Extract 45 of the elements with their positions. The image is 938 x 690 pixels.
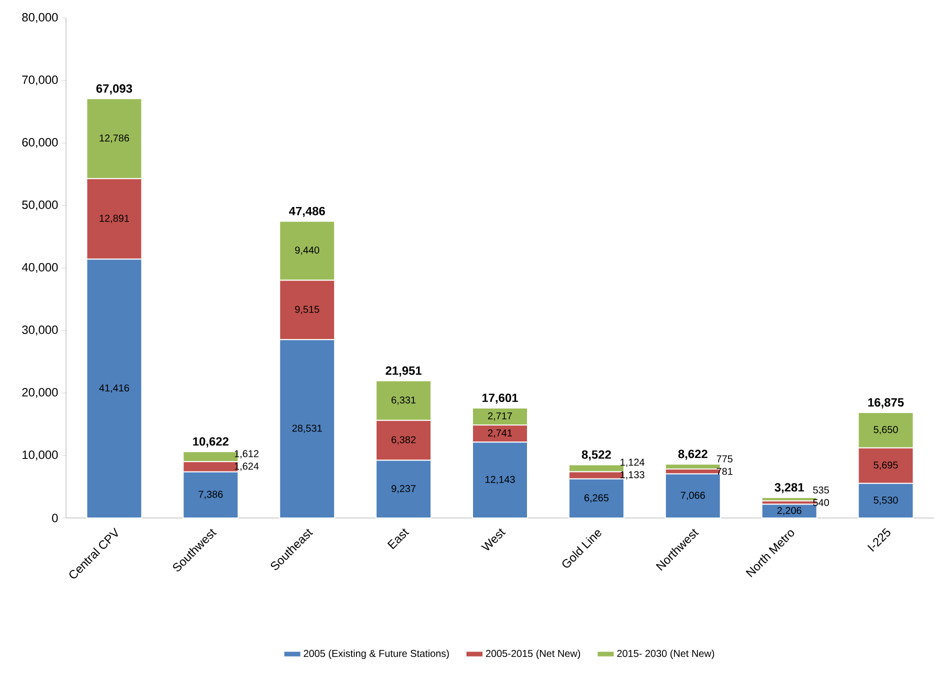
total-label: 8,522 bbox=[582, 450, 611, 461]
total-label: 10,622 bbox=[193, 437, 228, 448]
data-label: 535 bbox=[813, 486, 829, 494]
data-label: 2,206 bbox=[777, 506, 802, 516]
y-tick-label: 10,000 bbox=[22, 450, 58, 460]
data-label: 9,515 bbox=[295, 306, 320, 314]
total-label: 3,281 bbox=[774, 483, 804, 494]
total-label: 67,093 bbox=[96, 84, 132, 94]
data-label: 12,786 bbox=[100, 134, 130, 143]
y-tick-label: 20,000 bbox=[22, 388, 58, 398]
y-tick-label: 50,000 bbox=[22, 200, 58, 210]
data-label: 5,650 bbox=[874, 426, 898, 434]
data-label: 6,331 bbox=[392, 396, 416, 405]
data-label: 7,066 bbox=[680, 492, 705, 500]
data-label: 12,143 bbox=[486, 476, 515, 484]
y-tick-label: 30,000 bbox=[22, 326, 58, 336]
data-label: 2,717 bbox=[488, 412, 512, 421]
data-label: 9,237 bbox=[392, 485, 416, 494]
data-label: 2,741 bbox=[488, 429, 512, 438]
data-label: 7,386 bbox=[198, 490, 223, 500]
data-label: 12,891 bbox=[100, 214, 129, 223]
total-label: 21,951 bbox=[386, 366, 422, 377]
data-label: 5,695 bbox=[874, 462, 898, 470]
data-label: 9,440 bbox=[295, 246, 320, 255]
y-tick-label: 40,000 bbox=[22, 263, 58, 273]
y-tick-label: 60,000 bbox=[22, 138, 58, 148]
total-label: 17,601 bbox=[482, 394, 518, 404]
total-label: 16,875 bbox=[868, 398, 904, 408]
data-label: 41,416 bbox=[99, 384, 130, 393]
data-label: 540 bbox=[813, 498, 829, 506]
total-label: 47,486 bbox=[289, 206, 325, 217]
data-label: 6,382 bbox=[392, 436, 416, 444]
y-tick-label: 0 bbox=[52, 514, 58, 522]
data-label: 5,530 bbox=[874, 496, 898, 505]
data-label: 6,265 bbox=[584, 494, 608, 503]
total-label: 8,622 bbox=[678, 450, 708, 460]
legend-label: 2005-2015 (Net New) bbox=[486, 650, 580, 659]
y-tick-label: 70,000 bbox=[22, 76, 58, 86]
legend-label: 2005 (Existing & Future Stations) bbox=[304, 650, 449, 659]
y-tick-label: 80,000 bbox=[22, 13, 58, 23]
data-label: 1,124 bbox=[620, 458, 644, 467]
legend-label: 2015- 2030 (Net New) bbox=[617, 650, 714, 659]
data-label: 775 bbox=[716, 455, 732, 462]
data-label: 781 bbox=[716, 468, 732, 475]
data-label: 28,531 bbox=[292, 424, 322, 433]
